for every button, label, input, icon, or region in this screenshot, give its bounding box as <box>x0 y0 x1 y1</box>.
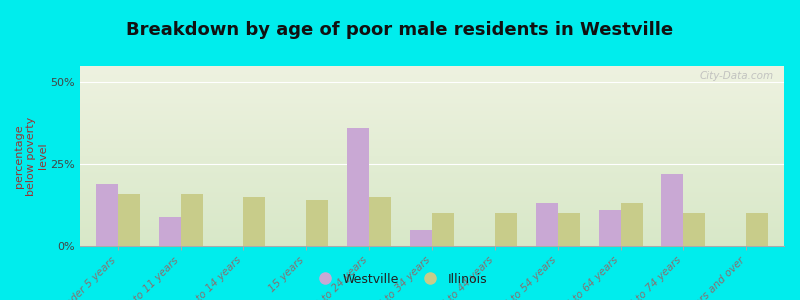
Bar <box>495 213 517 246</box>
Bar <box>746 213 768 246</box>
Bar <box>181 194 202 246</box>
Bar <box>598 210 621 246</box>
Bar <box>621 203 642 246</box>
Y-axis label: percentage
below poverty
level: percentage below poverty level <box>14 116 48 196</box>
Bar <box>306 200 328 246</box>
Bar <box>96 184 118 246</box>
Bar <box>410 230 432 246</box>
Legend: Westville, Illinois: Westville, Illinois <box>308 268 492 291</box>
Bar <box>558 213 580 246</box>
Bar <box>662 174 683 246</box>
Text: Breakdown by age of poor male residents in Westville: Breakdown by age of poor male residents … <box>126 21 674 39</box>
Text: City-Data.com: City-Data.com <box>699 71 774 81</box>
Bar <box>683 213 706 246</box>
Bar <box>432 213 454 246</box>
Bar <box>536 203 558 246</box>
Bar <box>158 217 181 246</box>
Bar <box>347 128 369 246</box>
Bar <box>369 197 391 246</box>
Bar <box>118 194 140 246</box>
Bar <box>243 197 266 246</box>
